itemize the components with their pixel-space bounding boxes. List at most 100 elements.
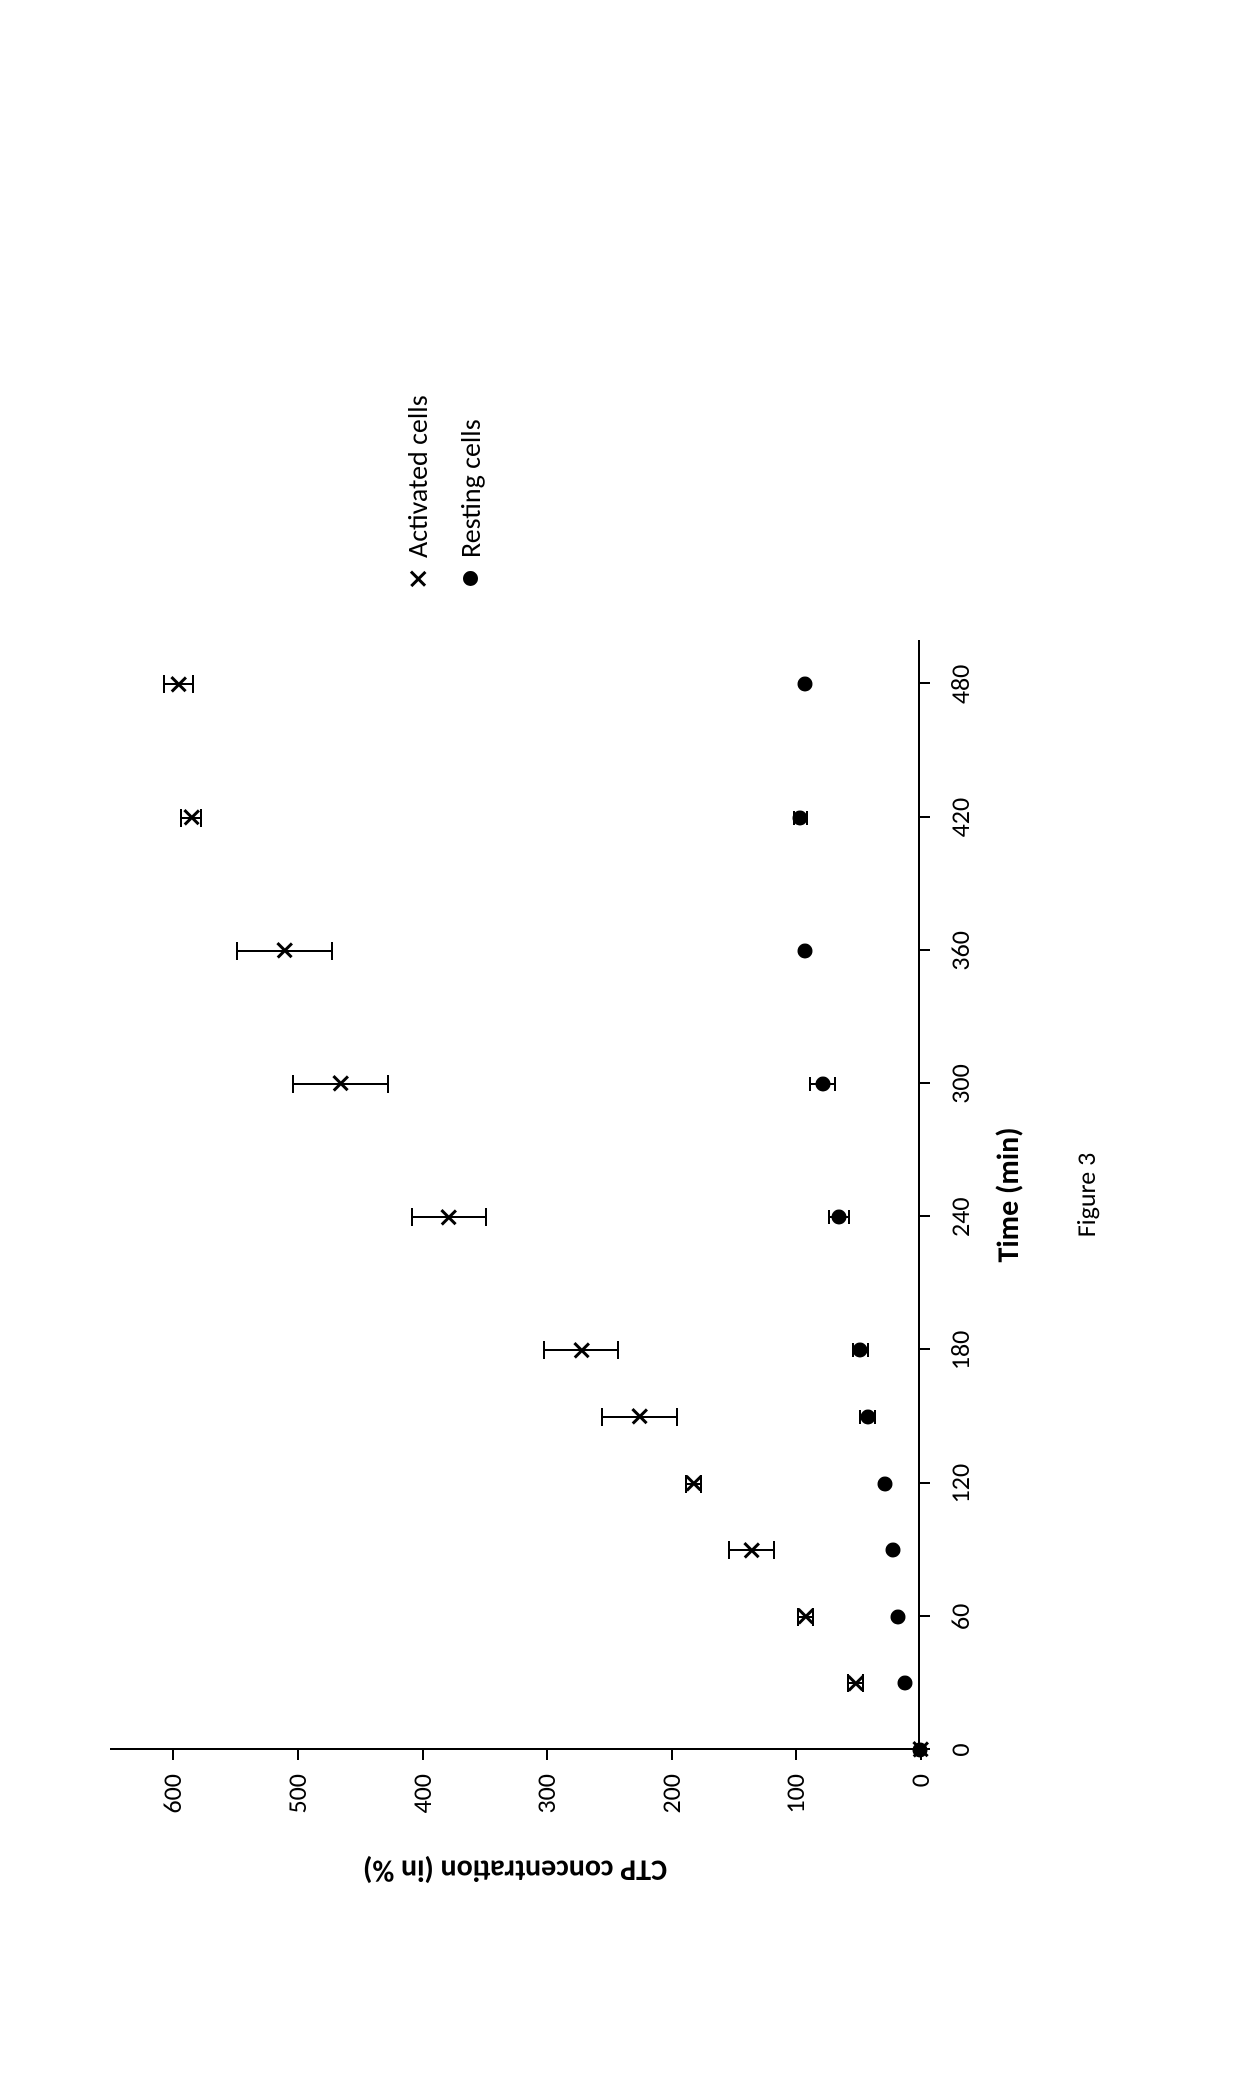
x-tick xyxy=(920,816,930,818)
resting-point xyxy=(798,943,813,958)
resting-point xyxy=(860,1410,875,1425)
resting-point xyxy=(898,1676,913,1691)
x-tick xyxy=(920,1482,930,1484)
y-tick xyxy=(297,1750,299,1760)
y-tick xyxy=(671,1750,673,1760)
dot-marker xyxy=(798,677,813,692)
figure-caption: Figure 3 xyxy=(1070,1153,1102,1238)
resting-point xyxy=(832,1210,847,1225)
activated-point xyxy=(184,810,199,825)
x-tick-label: 60 xyxy=(944,1604,976,1630)
error-cap xyxy=(236,942,238,960)
resting-point xyxy=(913,1743,928,1758)
dot-marker xyxy=(815,1077,830,1092)
legend-item-activated: Activated cells xyxy=(400,395,435,590)
y-tick-label: 300 xyxy=(530,1774,562,1814)
dot-marker xyxy=(798,943,813,958)
y-axis-title: CTP concentration (in %) xyxy=(363,1852,667,1889)
resting-point xyxy=(885,1543,900,1558)
error-cap xyxy=(192,675,194,693)
x-tick-label: 180 xyxy=(944,1331,976,1371)
error-cap xyxy=(834,1077,836,1091)
error-cap xyxy=(485,1208,487,1226)
activated-point xyxy=(171,677,186,692)
y-tick-label: 600 xyxy=(156,1774,188,1814)
activated-point xyxy=(333,1077,348,1092)
dot-marker xyxy=(832,1210,847,1225)
activated-point xyxy=(798,1609,813,1624)
x-tick xyxy=(920,1215,930,1217)
error-cap xyxy=(200,809,202,827)
x-tick-label: 480 xyxy=(944,665,976,705)
x-marker xyxy=(744,1543,759,1558)
activated-point xyxy=(277,943,292,958)
resting-point xyxy=(853,1343,868,1358)
y-tick xyxy=(795,1750,797,1760)
x-tick-label: 0 xyxy=(944,1743,976,1756)
dot-marker xyxy=(853,1343,868,1358)
resting-point xyxy=(798,677,813,692)
legend-item-resting: Resting cells xyxy=(453,395,488,590)
resting-legend-marker xyxy=(463,568,478,590)
x-tick xyxy=(920,1348,930,1350)
x-marker xyxy=(632,1410,647,1425)
x-marker xyxy=(333,1077,348,1092)
x-marker xyxy=(184,810,199,825)
error-cap xyxy=(292,1075,294,1093)
activated-point xyxy=(441,1210,456,1225)
dot-marker xyxy=(890,1609,905,1624)
x-tick xyxy=(920,682,930,684)
y-tick-label: 100 xyxy=(779,1774,811,1814)
x-marker xyxy=(798,1609,813,1624)
error-cap xyxy=(387,1075,389,1093)
x-tick xyxy=(920,1615,930,1617)
dot-marker xyxy=(793,810,808,825)
error-cap xyxy=(809,1077,811,1091)
x-marker xyxy=(410,572,425,587)
resting-point xyxy=(890,1609,905,1624)
x-tick-label: 300 xyxy=(944,1064,976,1104)
error-cap xyxy=(848,1210,850,1224)
x-marker xyxy=(574,1343,589,1358)
x-tick-label: 120 xyxy=(944,1464,976,1504)
error-cap xyxy=(163,675,165,693)
error-cap xyxy=(617,1341,619,1359)
x-tick xyxy=(920,1082,930,1084)
activated-point xyxy=(632,1410,647,1425)
dot-marker xyxy=(885,1543,900,1558)
dot-marker xyxy=(898,1676,913,1691)
x-tick-label: 360 xyxy=(944,931,976,971)
error-cap xyxy=(728,1541,730,1559)
error-cap xyxy=(828,1210,830,1224)
x-axis-title: Time (min) xyxy=(990,1127,1027,1262)
legend: Activated cells Resting cells xyxy=(400,395,506,590)
dot-marker xyxy=(878,1476,893,1491)
x-marker xyxy=(441,1210,456,1225)
y-tick xyxy=(546,1750,548,1760)
activated-point xyxy=(686,1476,701,1491)
x-tick xyxy=(920,949,930,951)
activated-point xyxy=(744,1543,759,1558)
error-cap xyxy=(180,809,182,827)
x-tick-label: 240 xyxy=(944,1197,976,1237)
x-marker xyxy=(171,677,186,692)
y-tick xyxy=(172,1750,174,1760)
resting-point xyxy=(793,810,808,825)
activated-point xyxy=(574,1343,589,1358)
x-marker xyxy=(686,1476,701,1491)
error-cap xyxy=(676,1408,678,1426)
activated-point xyxy=(848,1676,863,1691)
legend-label: Resting cells xyxy=(453,419,488,558)
legend-label: Activated cells xyxy=(400,395,435,558)
y-tick-label: 500 xyxy=(281,1774,313,1814)
y-tick-label: 200 xyxy=(655,1774,687,1814)
chart-plot-area xyxy=(110,640,920,1750)
error-cap xyxy=(601,1408,603,1426)
dot-marker xyxy=(860,1410,875,1425)
y-tick-label: 400 xyxy=(406,1774,438,1814)
resting-point xyxy=(815,1077,830,1092)
x-tick-label: 420 xyxy=(944,798,976,838)
y-tick-label: 0 xyxy=(904,1774,936,1787)
error-cap xyxy=(411,1208,413,1226)
dot-marker xyxy=(913,1743,928,1758)
